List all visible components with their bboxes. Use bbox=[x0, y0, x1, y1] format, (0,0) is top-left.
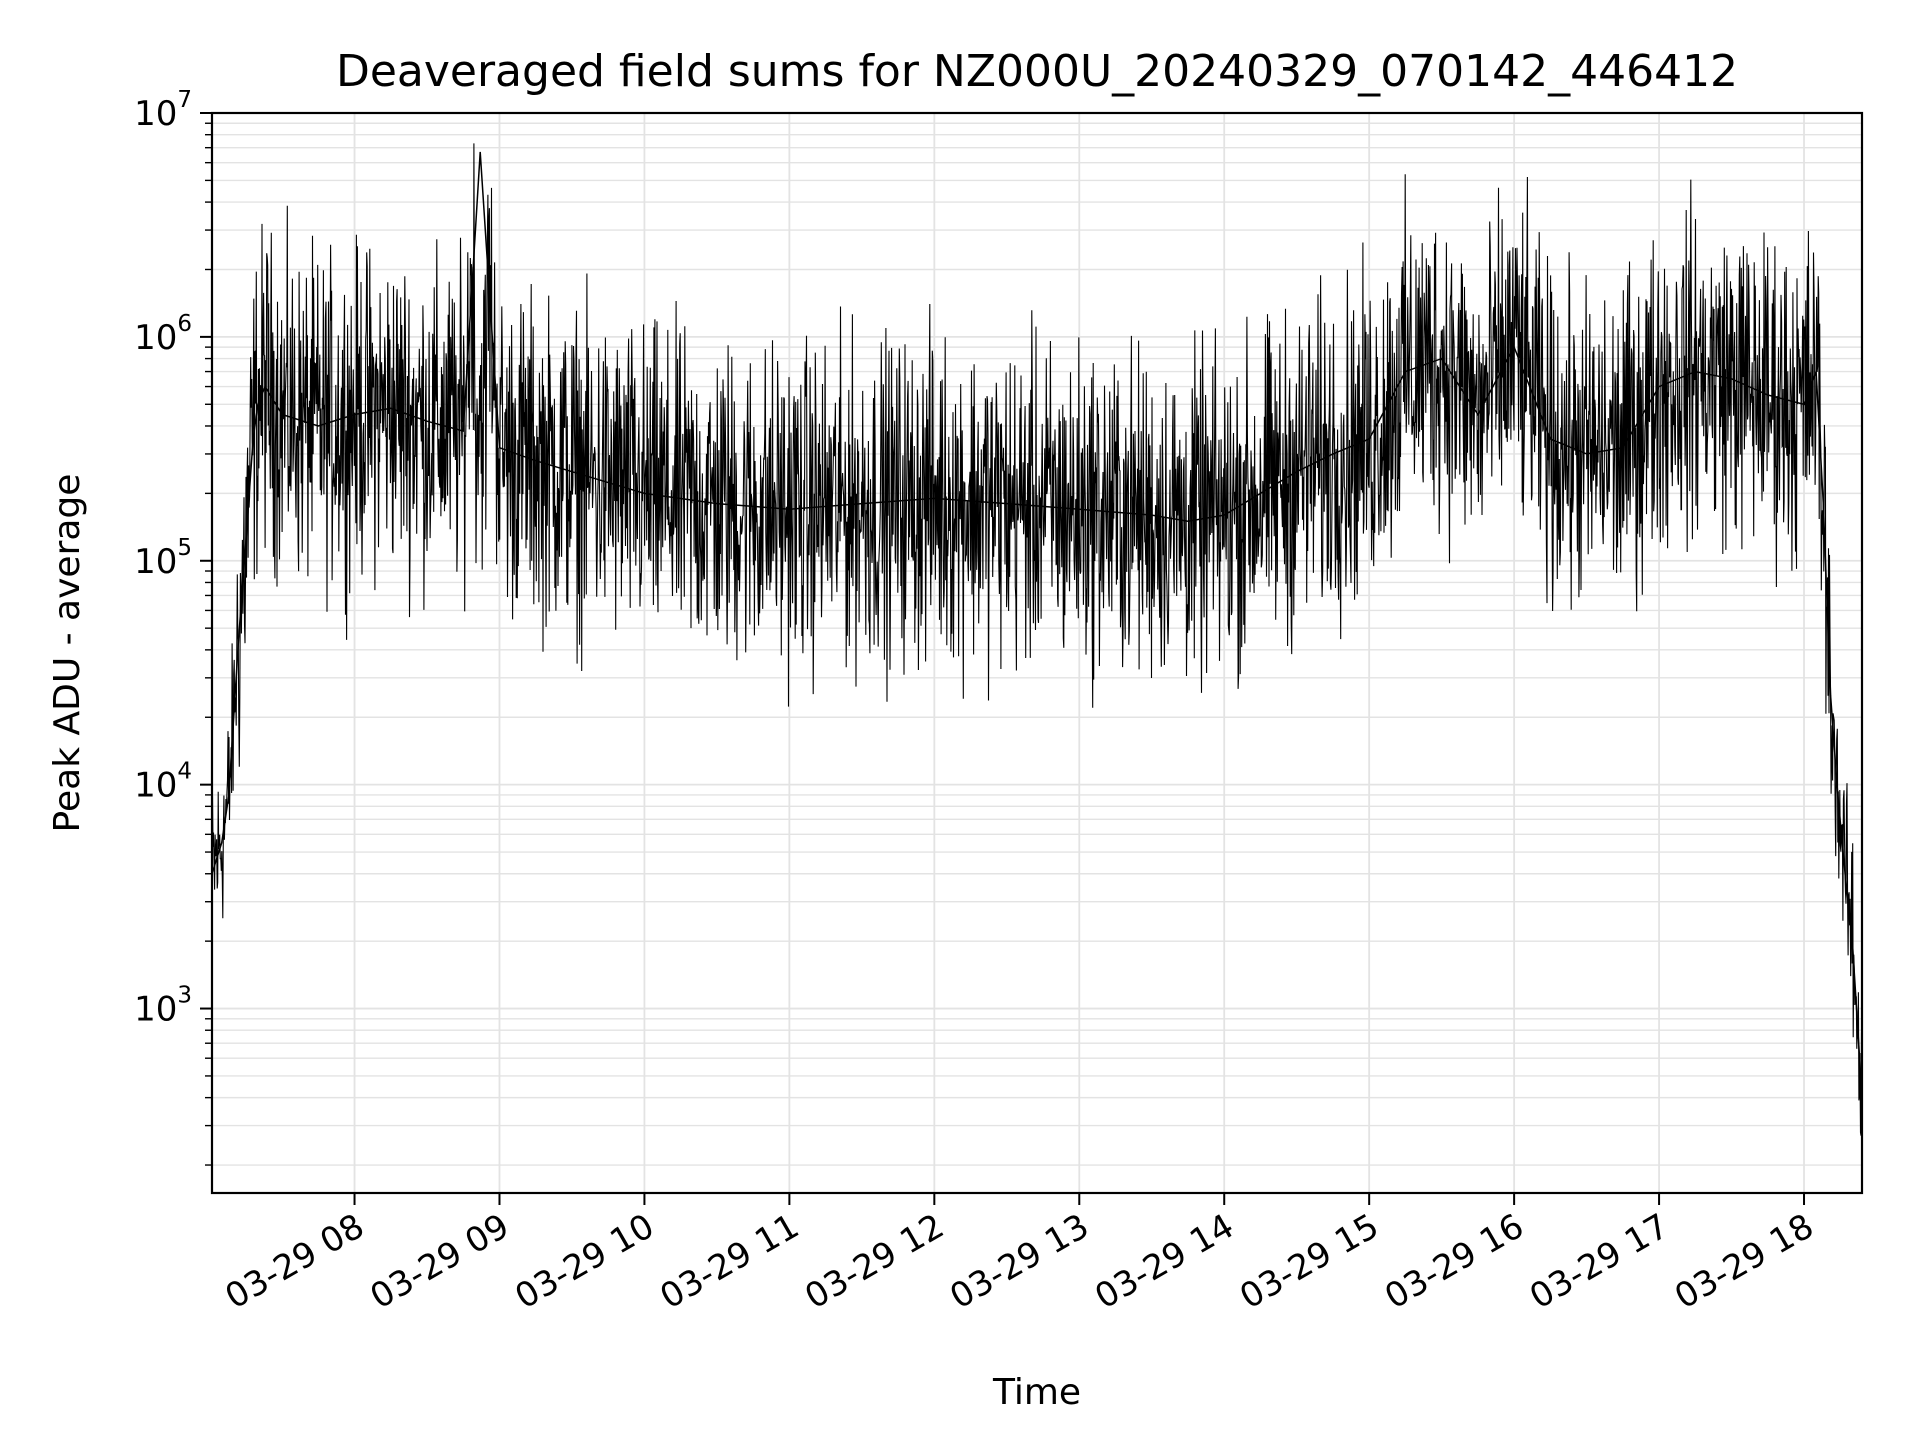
series-line bbox=[211, 151, 1863, 1098]
x-tick-label: 03-29 12 bbox=[798, 1206, 950, 1317]
x-axis-label: Time bbox=[992, 1372, 1081, 1413]
x-tick-label: 03-29 17 bbox=[1523, 1206, 1675, 1317]
x-tick-label: 03-29 14 bbox=[1088, 1206, 1240, 1317]
x-tick-label: 03-29 08 bbox=[219, 1206, 371, 1317]
series-layer bbox=[211, 143, 1863, 1136]
y-axis-label: Peak ADU - average bbox=[47, 474, 88, 833]
y-tick-label: 103 bbox=[134, 983, 192, 1030]
series-noise-line bbox=[211, 143, 1863, 1136]
chart-title: Deaveraged field sums for NZ000U_2024032… bbox=[336, 46, 1738, 97]
x-tick-label: 03-29 13 bbox=[943, 1206, 1095, 1317]
x-tick-label: 03-29 15 bbox=[1233, 1206, 1385, 1317]
y-tick-label: 104 bbox=[134, 759, 192, 806]
x-tick-label: 03-29 09 bbox=[364, 1206, 516, 1317]
plot-frame bbox=[210, 111, 1864, 1195]
x-tick-label: 03-29 10 bbox=[509, 1206, 661, 1317]
x-tick-label: 03-29 18 bbox=[1668, 1206, 1820, 1317]
grid-layer bbox=[212, 112, 1862, 1193]
y-tick-label: 105 bbox=[134, 535, 192, 582]
x-tick-label: 03-29 16 bbox=[1378, 1206, 1530, 1317]
y-tick-label: 107 bbox=[134, 87, 192, 134]
x-tick-label: 03-29 11 bbox=[653, 1206, 805, 1317]
y-tick-label: 106 bbox=[134, 311, 192, 358]
